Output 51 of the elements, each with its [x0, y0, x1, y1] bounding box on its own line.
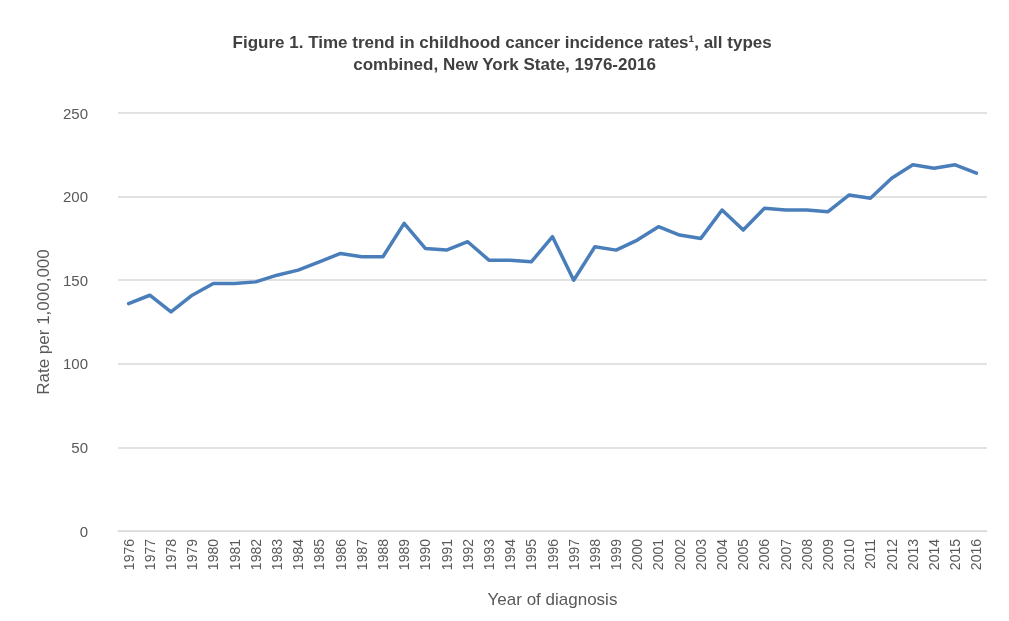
x-tick-label: 1983	[268, 538, 285, 571]
x-tick-label: 1995	[523, 538, 540, 571]
x-tick-label: 1998	[586, 538, 603, 571]
x-tick-label: 2014	[926, 538, 943, 571]
x-tick-label: 1994	[502, 538, 519, 571]
x-tick-label: 2003	[692, 538, 709, 571]
x-tick-label: 1986	[332, 538, 349, 571]
x-tick-label: 2013	[904, 538, 921, 571]
x-tick-label: 2011	[862, 538, 879, 570]
x-tick-label: 2006	[756, 538, 773, 571]
y-tick-label: 100	[62, 355, 88, 373]
line-series	[126, 163, 979, 314]
x-tick-label: 1989	[396, 538, 413, 571]
x-tick-label: 1988	[374, 538, 391, 571]
x-tick-label: 1979	[184, 538, 201, 571]
x-tick-label: 2008	[798, 538, 815, 571]
x-tick-label: 2005	[735, 538, 752, 571]
x-tick-label: 2001	[650, 538, 667, 571]
x-tick-label: 2016	[968, 538, 985, 571]
y-tick-label: 150	[62, 271, 88, 289]
x-tick-label: 1991	[438, 538, 455, 571]
x-tick-label: 1985	[311, 538, 328, 571]
x-tick-label: 2004	[714, 538, 731, 571]
x-tick-label: 2007	[777, 538, 794, 571]
x-tick-label: 1976	[120, 538, 137, 571]
x-axis-title: Year of diagnosis	[487, 590, 618, 609]
x-tick-label: 1987	[353, 538, 370, 571]
y-tick-label: 200	[62, 188, 88, 206]
x-tick-label: 1997	[565, 538, 582, 571]
x-tick-label: 1999	[608, 538, 625, 571]
x-tick-label: 1990	[417, 538, 434, 571]
y-axis-title: Rate per 1,000,000	[34, 249, 54, 395]
x-tick-label: 2009	[820, 538, 837, 571]
y-tick-label: 250	[62, 104, 88, 122]
x-tick-label: 1992	[459, 538, 476, 571]
x-tick-label: 2010	[841, 538, 858, 571]
x-tick-label: 1977	[141, 538, 158, 571]
x-tick-label: 1982	[247, 538, 264, 571]
x-tick-label: 1996	[544, 538, 561, 571]
x-tick-label: 1981	[226, 538, 243, 571]
x-tick-label: 1980	[205, 538, 222, 571]
x-tick-label: 1978	[162, 538, 179, 571]
x-tick-label: 1993	[480, 538, 497, 571]
y-tick-label: 50	[71, 438, 88, 456]
chart-title: Figure 1. Time trend in childhood cancer incidence rates¹, all types combined, New York State, 1976-2016	[232, 32, 777, 74]
x-tick-label: 2000	[629, 538, 646, 571]
x-tick-label: 1984	[290, 538, 307, 571]
x-tick-label: 2002	[671, 538, 688, 571]
y-tick-label: 0	[79, 522, 88, 540]
x-tick-label: 2015	[947, 538, 964, 571]
x-tick-label: 2012	[883, 538, 900, 571]
